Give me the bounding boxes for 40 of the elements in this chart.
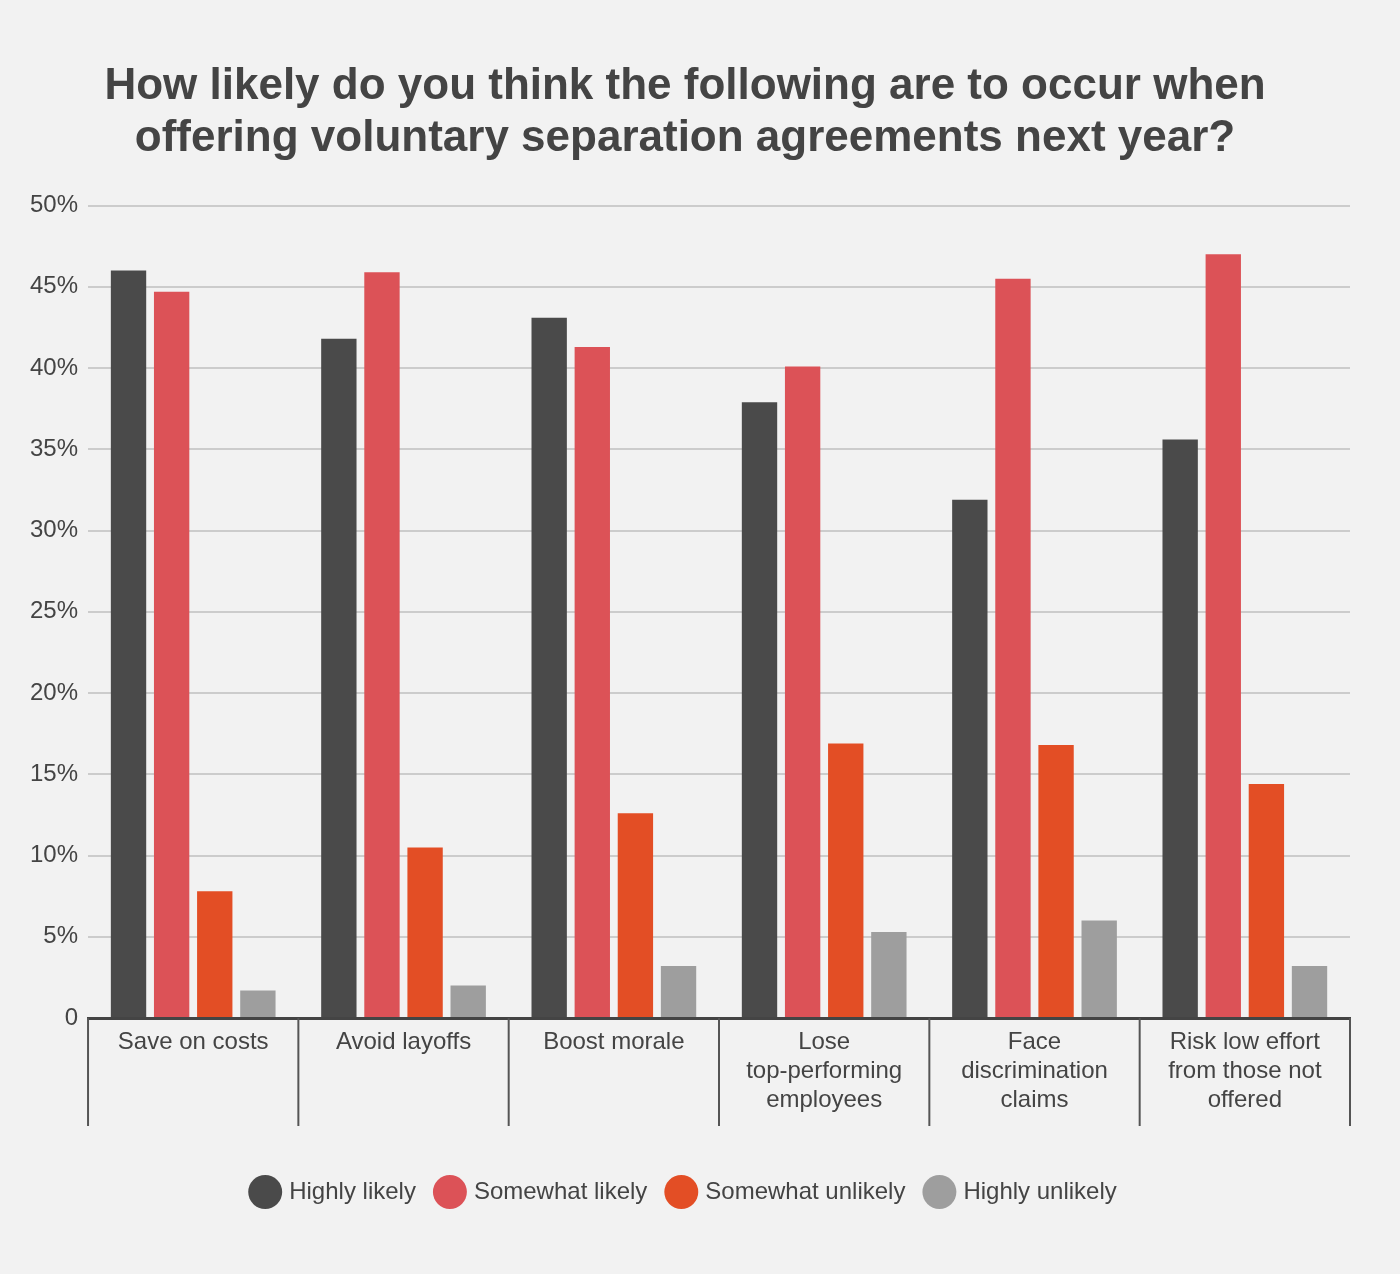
bar: [364, 272, 400, 1017]
x-tick-label: Save on costs: [117, 1027, 269, 1055]
y-tick-label: 40%: [29, 352, 79, 380]
y-tick-label: 25%: [29, 596, 79, 624]
x-tick-label: Risk low effort from those not offered: [1168, 1027, 1322, 1112]
bar: [1291, 966, 1328, 1017]
bar: [1038, 745, 1074, 1017]
bar: [660, 966, 697, 1017]
legend-label: Somewhat likely: [473, 1176, 648, 1204]
bar: [197, 891, 233, 1017]
bar: [153, 291, 190, 1017]
x-tick-label: Lose top-performing employees: [746, 1027, 903, 1112]
y-tick-label: 45%: [29, 271, 79, 299]
y-tick-label: 0: [64, 1002, 79, 1030]
bar: [574, 346, 610, 1017]
y-tick-label: 50%: [29, 190, 79, 218]
y-tick-label: 20%: [29, 677, 79, 705]
x-tick-label: Face discrimination claims: [961, 1027, 1108, 1112]
bar: [1205, 254, 1241, 1017]
bar: [407, 847, 443, 1017]
y-tick-label: 35%: [29, 433, 79, 461]
legend-label: Highly unlikely: [963, 1176, 1117, 1204]
bar: [784, 366, 821, 1017]
bar: [828, 743, 864, 1017]
x-tick-label: Boost morale: [543, 1027, 685, 1055]
legend-label: Highly likely: [289, 1176, 416, 1204]
y-tick-label: 5%: [43, 921, 79, 949]
chart-title: How likely do you think the following are to occur when offering voluntary separation agreements next year?: [104, 58, 1266, 161]
bar: [1248, 784, 1285, 1017]
y-tick-label: 30%: [29, 515, 79, 543]
bar: [1081, 920, 1117, 1017]
y-tick-label: 15%: [29, 758, 79, 786]
bar: [871, 931, 907, 1017]
legend-label: Somewhat unlikely: [705, 1176, 906, 1204]
y-tick-label: 10%: [29, 840, 79, 868]
bar: [617, 813, 654, 1017]
bar: [995, 278, 1031, 1017]
bar: [450, 985, 486, 1017]
bar: [240, 990, 276, 1017]
x-tick-label: Avoid layoffs: [335, 1027, 472, 1055]
